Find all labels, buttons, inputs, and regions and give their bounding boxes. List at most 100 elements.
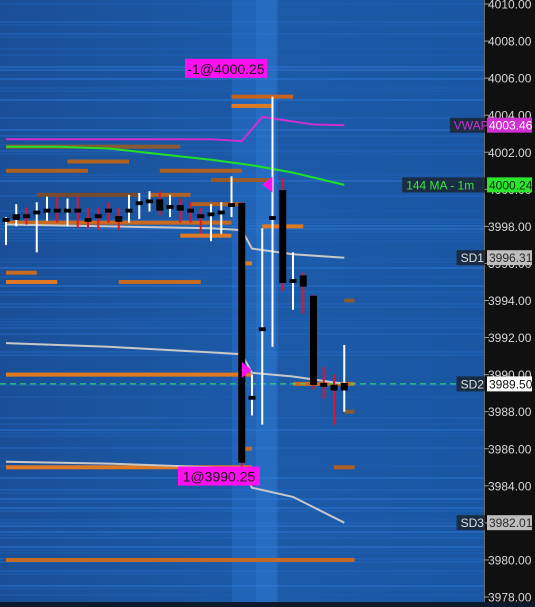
line-name: 144 MA - 1m [406,178,474,192]
line-value-box [487,376,532,392]
volume-level-bar [36,192,140,197]
volume-level-bar [190,202,242,207]
line-value: 3989.50 [489,377,533,391]
line-name: SD1 [461,251,485,265]
candle-body [12,214,20,220]
volume-level-bar [118,279,201,284]
heat-band [0,573,484,575]
heat-activity-column [256,0,276,602]
candle-body [238,203,246,463]
volume-level-bar [6,465,252,470]
heat-band [0,561,484,563]
trade-label-box [178,466,260,486]
axis-tick-label: 3980.00 [488,553,532,567]
trade-label-box [185,58,267,78]
line-name-box [456,250,485,266]
heat-band [0,150,484,152]
candle-body [217,210,225,215]
heat-band [0,144,484,146]
heat-band [0,135,484,137]
candle-body [84,217,92,222]
volume-level-bar [231,94,293,99]
series-line-144-ma-1m [6,145,345,186]
series-line-vwap [6,115,345,143]
volume-level-bar [6,372,252,377]
line-value-box [487,250,532,266]
volume-level-bar [344,409,355,414]
candle-body [340,382,348,391]
heat-band [0,507,484,509]
volume-level-bar [6,279,58,284]
candle-body [2,217,10,222]
heat-band [0,570,484,572]
heat-band [0,594,484,596]
volume-level-bar [344,298,355,303]
candle-body [146,199,153,204]
line-value: 4000.24 [489,178,533,192]
volume-level-bar [241,261,252,266]
candle-body [248,395,256,400]
heat-band [0,552,484,554]
volume-level-bar [211,178,273,183]
heat-band [0,525,484,527]
line-name-box [449,117,485,133]
candle-body [23,214,30,219]
heat-band [0,33,484,35]
candle-body [135,201,143,206]
volume-level-bar [159,168,242,173]
line-value: 3982.01 [489,516,533,530]
trade-markers: -1@4000.25 1@3990.25 [178,58,273,486]
candle-body [125,208,133,213]
axis-tick-label: 3986.00 [488,442,532,456]
line-value-box [487,177,532,193]
heat-band [0,588,484,590]
heat-band [0,78,484,80]
volume-level-bar [6,557,355,562]
volume-level-bar [67,159,129,164]
line-name: VWAP [454,119,489,133]
volume-level-bar [6,270,37,275]
axis-tick-label: 4008.00 [488,35,532,49]
volume-level-bar [241,446,252,451]
heat-band [0,3,484,5]
heat-band [0,534,484,536]
candle-body [64,208,71,213]
heat-band [0,546,484,548]
axis-tick-label: 3984.00 [488,479,532,493]
heat-band [0,519,484,521]
trade-label: 1@3990.25 [183,469,256,485]
heat-band [0,54,484,56]
candle-body [330,384,338,391]
heat-band [0,501,484,503]
heat-band [0,129,484,131]
axis-tick-label: 3988.00 [488,405,532,419]
heat-band [0,90,484,92]
line-name-box [456,376,485,392]
heat-band [0,510,484,512]
heat-band [0,531,484,533]
heat-band [0,117,484,119]
heat-band [0,153,484,155]
line-name-box [456,515,485,531]
buy-marker-icon [241,361,252,378]
heat-band [0,492,484,494]
axis-tick-label: 4006.00 [488,72,532,86]
candle-body [74,208,82,213]
candle-body [187,208,194,213]
candle-body [43,208,51,213]
candle-body [197,214,205,219]
axis-tick-label: 4002.00 [488,146,532,160]
candle-body [156,199,164,211]
heat-band [0,195,484,197]
candle-body [105,208,112,213]
axis-tick-label: 3994.00 [488,294,532,308]
candle-body [115,216,123,222]
heat-band [0,36,484,38]
heat-band [0,585,484,587]
volume-level-bar [180,233,232,238]
price-axis[interactable]: 4010.004008.004006.004004.004002.004000.… [484,0,532,605]
candle-body [33,210,41,215]
